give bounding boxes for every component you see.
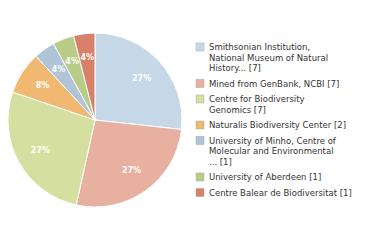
legend-swatch xyxy=(196,43,204,51)
legend-label-line: Mined from GenBank, NCBI [7] xyxy=(209,79,339,89)
slice-label: 4% xyxy=(65,57,79,66)
legend-label: Naturalis Biodiversity Center [2] xyxy=(209,120,346,130)
slice-label: 27% xyxy=(132,74,151,83)
legend-label: Mined from GenBank, NCBI [7] xyxy=(209,79,339,89)
slice-label: 27% xyxy=(31,146,50,155)
legend-label-line: Naturalis Biodiversity Center [2] xyxy=(209,120,346,130)
legend-label-line: Genomics [7] xyxy=(209,105,266,115)
slice-label: 4% xyxy=(80,53,94,62)
slice-label: 27% xyxy=(122,166,141,175)
chart: 27%27%27%8%4%4%4%Smithsonian Institution… xyxy=(0,0,380,240)
legend-label-line: Centre Balear de Biodiversitat [1] xyxy=(209,188,352,198)
legend-swatch xyxy=(196,121,204,129)
legend-label-line: History... [7] xyxy=(209,63,261,73)
slice-label: 4% xyxy=(52,65,66,74)
legend-label: University of Aberdeen [1] xyxy=(209,172,321,182)
legend-label: Centre for BiodiversityGenomics [7] xyxy=(209,94,305,115)
legend-swatch xyxy=(196,137,204,145)
legend-label: Smithsonian Institution,National Museum … xyxy=(209,42,328,73)
legend-label: Centre Balear de Biodiversitat [1] xyxy=(209,188,352,198)
slice xyxy=(95,33,182,129)
legend-label-line: University of Minho, Centre of xyxy=(209,136,337,146)
slice-labels: 27%27%27%8%4%4%4% xyxy=(31,53,151,175)
legend-label-line: ... [1] xyxy=(209,157,232,167)
legend-swatch xyxy=(196,95,204,103)
legend-label: University of Minho, Centre ofMolecular … xyxy=(209,136,337,167)
legend-swatch xyxy=(196,80,204,88)
slice-label: 8% xyxy=(36,81,50,90)
slice xyxy=(74,33,95,120)
legend-swatch xyxy=(196,189,204,197)
legend-label-line: Smithsonian Institution, xyxy=(209,42,310,52)
legend-label-line: University of Aberdeen [1] xyxy=(209,172,321,182)
legend-label-line: National Museum of Natural xyxy=(209,53,328,63)
legend-label-line: Molecular and Environmental xyxy=(209,146,334,156)
legend-label-line: Centre for Biodiversity xyxy=(209,94,305,104)
legend: Smithsonian Institution,National Museum … xyxy=(196,42,352,198)
legend-swatch xyxy=(196,173,204,181)
slices xyxy=(8,33,182,207)
